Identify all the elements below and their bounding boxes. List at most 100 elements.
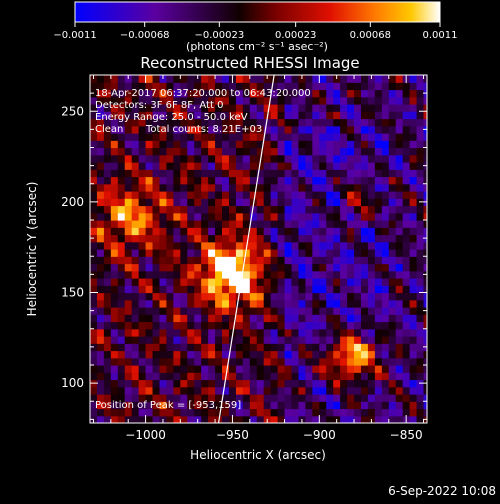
chart-title: Reconstructed RHESSI Image bbox=[140, 54, 359, 72]
heatmap-cell bbox=[374, 118, 383, 127]
heatmap-cell bbox=[90, 357, 98, 366]
heatmap-cell bbox=[367, 125, 376, 134]
heatmap-cell bbox=[388, 263, 397, 272]
heatmap-cell bbox=[117, 220, 126, 228]
heatmap-cell bbox=[263, 321, 272, 330]
heatmap-cell bbox=[201, 162, 209, 170]
heatmap-cell bbox=[159, 162, 168, 170]
heatmap-cell bbox=[96, 125, 105, 134]
heatmap-cell bbox=[117, 328, 126, 337]
heatmap-cell bbox=[374, 386, 383, 395]
heatmap-cell bbox=[402, 299, 411, 308]
heatmap-cell bbox=[263, 125, 272, 134]
heatmap-cell bbox=[354, 263, 362, 272]
heatmap-cell bbox=[235, 147, 244, 156]
heatmap-cell bbox=[103, 408, 112, 417]
heatmap-cell bbox=[242, 379, 251, 388]
heatmap-cell bbox=[305, 212, 313, 221]
heatmap-cell bbox=[166, 169, 174, 178]
heatmap-cell bbox=[402, 249, 411, 257]
heatmap-cell bbox=[388, 234, 397, 243]
heatmap-cell bbox=[291, 176, 300, 185]
heatmap-cell bbox=[409, 379, 418, 388]
heatmap-cell bbox=[187, 307, 195, 315]
heatmap-cell bbox=[215, 162, 223, 170]
heatmap-cell bbox=[187, 162, 195, 170]
heatmap-cell bbox=[242, 249, 251, 257]
heatmap-cell bbox=[138, 299, 147, 308]
heatmap-cell bbox=[124, 321, 133, 330]
heatmap-cell bbox=[194, 118, 202, 127]
heatmap-cell bbox=[194, 256, 202, 265]
heatmap-cell bbox=[291, 82, 300, 91]
heatmap-cell bbox=[402, 365, 411, 373]
heatmap-cell bbox=[326, 176, 334, 185]
heatmap-cell bbox=[187, 133, 195, 141]
heatmap-cell bbox=[409, 169, 418, 178]
heatmap-cell bbox=[277, 394, 286, 402]
heatmap-cell bbox=[367, 270, 376, 279]
heatmap-cell bbox=[173, 89, 181, 98]
heatmap-cell bbox=[96, 140, 105, 149]
heatmap-cell bbox=[159, 205, 168, 214]
heatmap-cell bbox=[326, 299, 334, 308]
heatmap-cell bbox=[159, 183, 168, 192]
heatmap-cell bbox=[416, 89, 425, 98]
heatmap-cell bbox=[360, 343, 369, 352]
heatmap-cell bbox=[270, 111, 279, 120]
heatmap-cell bbox=[215, 82, 223, 91]
heatmap-cell bbox=[277, 263, 286, 272]
heatmap-cell bbox=[354, 125, 362, 134]
heatmap-cell bbox=[333, 162, 341, 170]
heatmap-cell bbox=[131, 357, 140, 366]
heatmap-cell bbox=[208, 401, 216, 410]
heatmap-cell bbox=[409, 241, 418, 250]
heatmap-cell bbox=[110, 256, 119, 265]
heatmap-cell bbox=[166, 220, 174, 228]
heatmap-cell bbox=[381, 154, 390, 163]
heatmap-cell bbox=[222, 314, 230, 323]
heatmap-cell bbox=[159, 96, 168, 105]
heatmap-cell bbox=[360, 147, 369, 156]
heatmap-cell bbox=[208, 241, 216, 250]
heatmap-cell bbox=[131, 270, 140, 279]
heatmap-cell bbox=[235, 133, 244, 141]
heatmap-cell bbox=[103, 205, 112, 214]
heatmap-cell bbox=[152, 104, 161, 112]
heatmap-cell bbox=[249, 343, 258, 352]
heatmap-cell bbox=[277, 133, 286, 141]
heatmap-cell bbox=[173, 328, 181, 337]
heatmap-cell bbox=[201, 75, 209, 83]
heatmap-cell bbox=[340, 147, 348, 156]
heatmap-cell bbox=[305, 125, 313, 134]
heatmap-cell bbox=[409, 205, 418, 214]
heatmap-cell bbox=[333, 350, 341, 359]
heatmap-cell bbox=[159, 104, 168, 112]
heatmap-cell bbox=[96, 104, 105, 112]
heatmap-cell bbox=[326, 343, 334, 352]
heatmap-cell bbox=[416, 212, 425, 221]
heatmap-cell bbox=[388, 401, 397, 410]
heatmap-cell bbox=[326, 220, 334, 228]
heatmap-cell bbox=[298, 82, 306, 91]
heatmap-cell bbox=[117, 227, 126, 236]
heatmap-cell bbox=[194, 401, 202, 410]
heatmap-cell bbox=[340, 212, 348, 221]
heatmap-cell bbox=[90, 133, 98, 141]
heatmap-cell bbox=[194, 357, 202, 366]
heatmap-cell bbox=[381, 133, 390, 141]
heatmap-cell bbox=[347, 379, 355, 388]
heatmap-cell bbox=[402, 220, 411, 228]
heatmap-cell bbox=[381, 307, 390, 315]
heatmap-cell bbox=[395, 408, 404, 417]
heatmap-cell bbox=[388, 82, 397, 91]
heatmap-cell bbox=[159, 111, 168, 120]
heatmap-cell bbox=[110, 350, 119, 359]
heatmap-cell bbox=[124, 96, 133, 105]
heatmap-cell bbox=[228, 154, 237, 163]
heatmap-cell bbox=[249, 379, 258, 388]
heatmap-cell bbox=[222, 292, 230, 301]
heatmap-cell bbox=[117, 75, 126, 83]
heatmap-cell bbox=[326, 394, 334, 402]
heatmap-cell bbox=[256, 191, 265, 199]
